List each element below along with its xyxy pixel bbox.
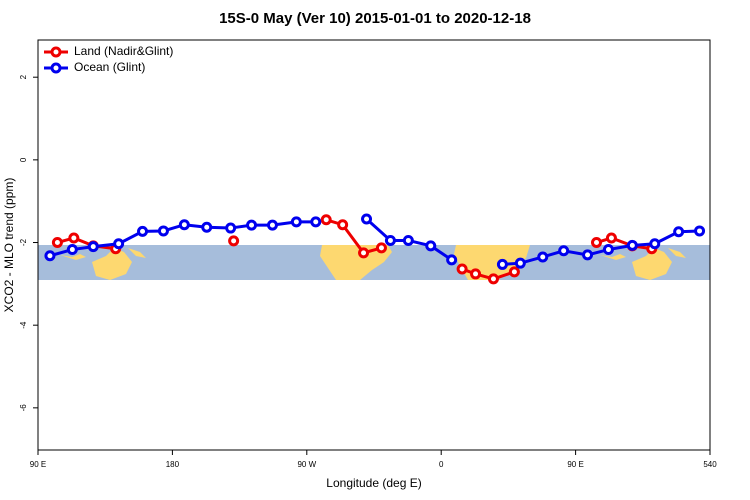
point — [425, 240, 437, 252]
x-tick-label: 180 — [166, 460, 180, 469]
series-line — [461, 267, 515, 281]
series-line — [325, 218, 382, 255]
point — [470, 268, 482, 280]
point — [605, 232, 617, 244]
legend-marker — [50, 62, 62, 74]
point — [68, 232, 80, 244]
point — [137, 225, 149, 237]
point — [384, 234, 396, 246]
legend-marker — [50, 46, 62, 58]
x-tick-label: 0 — [439, 460, 444, 469]
plot-frame — [37, 39, 711, 451]
point — [157, 225, 169, 237]
point — [694, 225, 706, 237]
point — [496, 258, 508, 270]
point — [558, 245, 570, 257]
point — [201, 221, 213, 233]
point — [87, 241, 99, 253]
point — [402, 234, 414, 246]
point — [66, 244, 78, 256]
point — [375, 242, 387, 254]
point — [358, 247, 370, 259]
legend-label: Ocean (Glint) — [74, 60, 145, 74]
point — [337, 219, 349, 231]
point — [246, 219, 258, 231]
point — [310, 216, 322, 228]
point — [649, 238, 661, 250]
y-axis-label: XCO2 - MLO trend (ppm) — [2, 178, 16, 313]
series-line — [502, 229, 700, 266]
y-tick-label: -6 — [19, 404, 28, 412]
point — [582, 249, 594, 261]
point — [446, 254, 458, 266]
x-axis-label: Longitude (deg E) — [326, 476, 421, 490]
south-america — [320, 245, 392, 280]
y-tick-label: -4 — [19, 321, 28, 329]
australia-left — [92, 248, 132, 280]
point — [361, 213, 373, 225]
point — [266, 219, 278, 231]
x-tick-label: 90 W — [297, 460, 316, 469]
australia-right — [632, 248, 672, 280]
point — [178, 219, 190, 231]
point — [508, 266, 520, 278]
point — [591, 237, 603, 249]
x-tick-label: 90 E — [30, 460, 46, 469]
point — [44, 250, 56, 262]
point — [290, 216, 302, 228]
y-tick-label: -2 — [19, 238, 28, 246]
point — [228, 235, 240, 247]
legend-label: Land (Nadir&Glint) — [74, 44, 173, 58]
point — [320, 214, 332, 226]
series-line — [57, 236, 116, 251]
point — [673, 226, 685, 238]
x-tick-label: 540 — [703, 460, 717, 469]
y-tick-label: 0 — [19, 157, 28, 162]
point — [626, 239, 638, 251]
point — [113, 238, 125, 250]
point — [537, 251, 549, 263]
point — [225, 222, 237, 234]
point — [456, 263, 468, 275]
point — [487, 273, 499, 285]
y-tick-label: 2 — [19, 74, 28, 79]
point — [51, 237, 63, 249]
chart-title: 15S-0 May (Ver 10) 2015-01-01 to 2020-12… — [219, 10, 531, 27]
x-tick-label: 90 E — [567, 460, 583, 469]
series-line — [596, 236, 652, 251]
point — [602, 244, 614, 256]
point — [514, 257, 526, 269]
